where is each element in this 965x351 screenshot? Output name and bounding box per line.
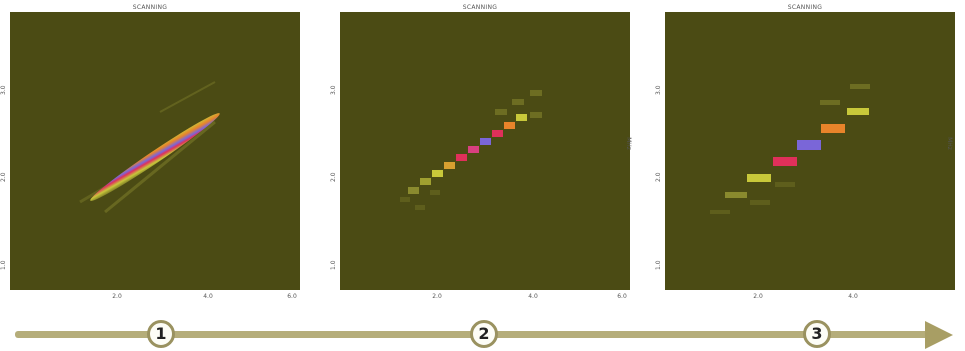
x-tick: 2.0: [432, 293, 442, 300]
chirp-signal: [90, 113, 220, 201]
plot-area: [10, 12, 300, 290]
side-lobe: [104, 120, 216, 214]
hop-segment: [444, 162, 455, 169]
spectrogram-panel-2: SCANNING 3.0 2.0 1.0 2.0 4.: [330, 0, 632, 305]
x-tick: 2.0: [753, 293, 763, 300]
step-badge-1: 1: [147, 320, 175, 348]
y-tick: 1.0: [330, 260, 337, 270]
hop-segment: [847, 108, 869, 115]
x-tick: 6.0: [287, 293, 297, 300]
hop-sidelobe: [495, 109, 507, 115]
x-tick: 4.0: [848, 293, 858, 300]
hop-sidelobe: [400, 197, 410, 202]
hop-segment: [420, 178, 431, 185]
x-tick: 6.0: [617, 293, 627, 300]
spectrogram-2-graphic: [400, 90, 542, 210]
hop-sidelobe: [430, 190, 440, 195]
step-badge-3: 3: [803, 320, 831, 348]
panel-title: SCANNING: [462, 4, 498, 11]
arrow-head-icon: [925, 321, 953, 349]
hop-segment: [432, 170, 443, 177]
hop-segment: [456, 154, 467, 161]
hop-segment: [747, 174, 771, 182]
right-axis-label: MHz: [624, 137, 632, 150]
y-tick: 2.0: [330, 172, 337, 182]
hop-segment: [480, 138, 491, 145]
hop-segment: [821, 124, 845, 133]
hop-segment: [408, 187, 419, 194]
hop-sidelobe: [710, 210, 730, 214]
y-tick: 2.0: [655, 172, 662, 182]
hop-segment: [797, 140, 821, 150]
hop-sidelobe: [530, 90, 542, 96]
plot-area: [340, 12, 630, 290]
hop-segment: [773, 157, 797, 166]
hop-sidelobe: [820, 100, 840, 105]
y-tick: 3.0: [330, 85, 337, 95]
plot-area: [665, 12, 955, 290]
hop-segment: [468, 146, 479, 153]
hop-sidelobe: [415, 205, 425, 210]
side-lobe: [159, 81, 216, 113]
panel-title: SCANNING: [132, 4, 168, 11]
hop-segment: [516, 114, 527, 121]
x-tick: 2.0: [112, 293, 122, 300]
y-tick: 3.0: [0, 85, 7, 95]
step-badge-2: 2: [470, 320, 498, 348]
panel-title: SCANNING: [787, 4, 823, 11]
hop-segment: [504, 122, 515, 129]
y-tick: 1.0: [655, 260, 662, 270]
y-tick: 1.0: [0, 260, 7, 270]
spectrogram-panel-3: SCANNING 3.0 2.0 1.0 2.0 4.0 MHz: [655, 0, 955, 305]
spectrogram-panel-1: SCANNING 3.0 2.0 1.0 2.0: [0, 0, 300, 305]
hop-segment: [492, 130, 503, 137]
x-tick: 4.0: [203, 293, 213, 300]
y-tick: 3.0: [655, 85, 662, 95]
hop-sidelobe: [530, 112, 542, 118]
spectrogram-3-graphic: [710, 84, 870, 214]
hop-segment: [725, 192, 747, 198]
hop-sidelobe: [775, 182, 795, 187]
hop-sidelobe: [512, 99, 524, 105]
right-axis-label: MHz: [945, 137, 953, 150]
hop-sidelobe: [750, 200, 770, 205]
spectrogram-1-graphic: [79, 81, 220, 214]
x-tick: 4.0: [528, 293, 538, 300]
hop-sidelobe: [850, 84, 870, 89]
y-tick: 2.0: [0, 172, 7, 182]
